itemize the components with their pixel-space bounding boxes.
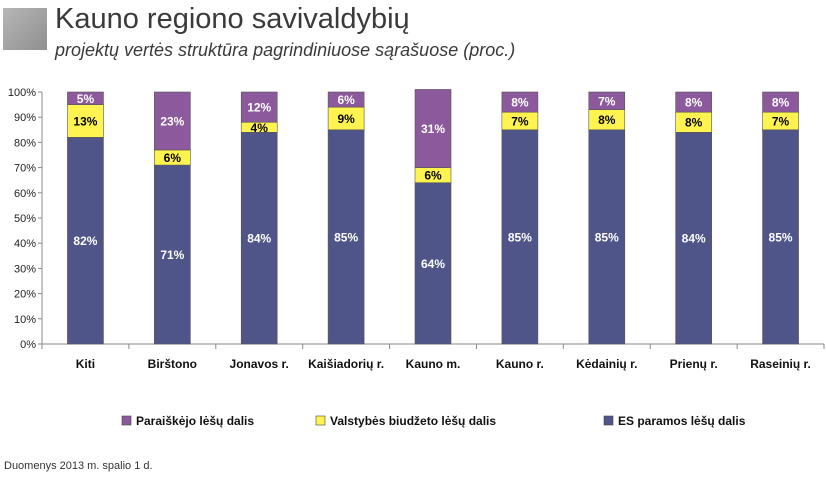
data-label-es: 85% (769, 230, 793, 244)
data-label-es: 85% (595, 230, 619, 244)
data-label-valstybes: 9% (337, 112, 355, 126)
y-tick-label: 100% (8, 87, 36, 99)
data-label-es: 71% (160, 248, 184, 262)
page-title: Kauno regiono savivaldybių (55, 3, 410, 35)
bar-segment-pareiskejo (675, 91, 712, 113)
data-label-pareiskejo: 8% (772, 96, 790, 110)
data-label-pareiskejo: 7% (598, 94, 616, 108)
bar-segment-pareiskejo (762, 91, 799, 113)
data-label-pareiskejo: 23% (160, 114, 184, 128)
data-label-es: 82% (73, 234, 97, 248)
data-label-valstybes: 4% (251, 121, 269, 135)
bar-segment-pareiskejo (240, 91, 278, 123)
y-tick-label: 40% (14, 238, 36, 250)
legend-label-valstybes: Valstybės biudžeto lėšų dalis (330, 414, 496, 428)
bar-segment-es (67, 137, 104, 345)
y-tick-label: 80% (14, 137, 36, 149)
legend-label-es: ES paramos lėšų dalis (618, 414, 746, 428)
page-subtitle: projektų vertės struktūra pagrindiniuose… (55, 40, 516, 60)
data-label-valstybes: 8% (598, 113, 616, 127)
y-tick-label: 30% (14, 263, 36, 275)
x-category-label: Raseinių r. (750, 357, 811, 371)
data-label-valstybes: 7% (511, 114, 529, 128)
x-category-label: Prienų r. (670, 357, 718, 371)
bar-segment-es (154, 164, 191, 345)
data-label-es: 84% (682, 232, 706, 246)
y-tick-label: 20% (14, 289, 36, 301)
x-category-label: Kėdainių r. (576, 357, 637, 371)
data-label-es: 85% (334, 230, 358, 244)
data-label-pareiskejo: 8% (685, 96, 703, 110)
y-tick-label: 70% (14, 163, 36, 175)
data-label-valstybes: 13% (73, 114, 97, 128)
data-label-pareiskejo: 6% (337, 93, 355, 107)
data-label-es: 85% (508, 230, 532, 244)
data-label-valstybes: 7% (772, 114, 790, 128)
bar-segment-pareiskejo (154, 91, 191, 151)
bar-segment-es (762, 129, 799, 345)
data-label-valstybes: 8% (685, 116, 703, 130)
legend-label-pareiskejo: Paraiškėjo lėšų dalis (136, 414, 254, 428)
bar-segment-pareiskejo (67, 91, 104, 105)
legend-swatch-es (603, 415, 614, 426)
y-tick-label: 10% (14, 314, 36, 326)
bar-segment-pareiskejo (414, 89, 452, 168)
legend-swatch-valstybes (315, 415, 326, 426)
bar-segment-pareiskejo (588, 91, 626, 110)
x-category-label: Birštono (148, 357, 197, 371)
x-category-label: Jonavos r. (230, 357, 289, 371)
y-tick-label: 60% (14, 188, 36, 200)
legend-swatch-pareiskejo (121, 415, 132, 426)
y-tick-label: 0% (20, 339, 36, 351)
data-label-es: 84% (247, 232, 271, 246)
data-label-pareiskejo: 8% (511, 96, 529, 110)
bar-segment-pareiskejo (327, 91, 365, 108)
y-tick-label: 50% (14, 213, 36, 225)
x-category-label: Kauno r. (496, 357, 544, 371)
data-label-pareiskejo: 12% (247, 101, 271, 115)
bar-segment-es (501, 129, 539, 345)
bar-segment-es (414, 182, 452, 345)
bar-segment-es (675, 132, 712, 345)
data-label-pareiskejo: 31% (421, 122, 445, 136)
data-label-pareiskejo: 5% (77, 92, 95, 106)
data-label-es: 64% (421, 257, 445, 271)
x-category-label: Kauno m. (406, 357, 461, 371)
bar-segment-es (588, 129, 626, 345)
bar-segment-es (240, 132, 278, 345)
x-category-label: Kiti (76, 357, 95, 371)
footnote: Duomenys 2013 m. spalio 1 d. (4, 460, 153, 472)
bar-segment-pareiskejo (501, 91, 539, 113)
x-category-label: Kaišiadorių r. (308, 357, 384, 371)
title-accent-block (3, 8, 47, 50)
y-tick-label: 90% (14, 112, 36, 124)
data-label-valstybes: 6% (164, 151, 182, 165)
data-label-valstybes: 6% (424, 169, 442, 183)
